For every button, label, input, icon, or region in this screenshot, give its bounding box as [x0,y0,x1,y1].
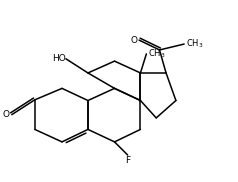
Text: CH$_3$: CH$_3$ [186,38,204,50]
Text: O: O [130,36,137,45]
Text: F: F [125,156,130,165]
Text: HO: HO [52,54,66,63]
Text: CH$_3$: CH$_3$ [148,48,166,60]
Text: O: O [3,110,10,119]
